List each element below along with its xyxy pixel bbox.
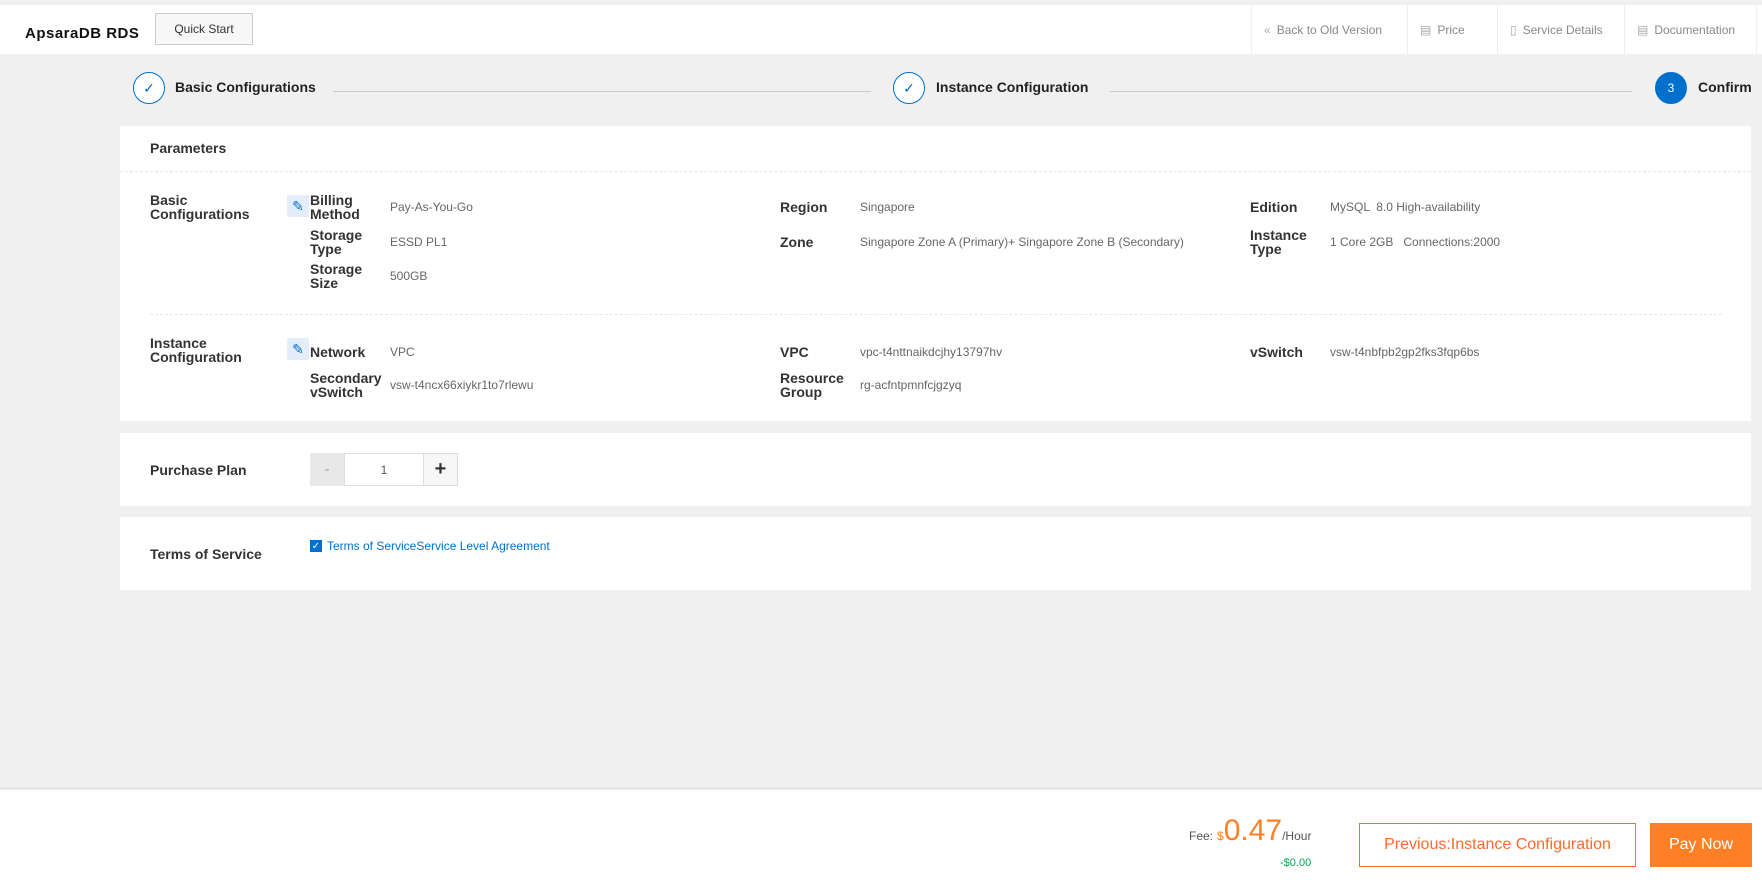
divider	[150, 314, 1722, 315]
app-logo: ApsaraDB RDS	[25, 25, 140, 42]
billing-method-label: Billing Method	[310, 192, 360, 222]
purchase-plan-card: Purchase Plan - 1 +	[120, 433, 1751, 506]
basic-config-title: Basic Configurations	[150, 192, 250, 222]
nav-label: Documentation	[1654, 22, 1736, 37]
vswitch-label: vSwitch	[1250, 344, 1303, 360]
check-icon: ✓	[893, 72, 925, 104]
step-connector	[1110, 91, 1632, 92]
nav-label: Price	[1437, 22, 1465, 37]
pay-now-button[interactable]: Pay Now	[1650, 823, 1752, 867]
decrement-button[interactable]: -	[310, 453, 344, 486]
resource-group-label: Resource Group	[780, 370, 844, 400]
storage-type-label: Storage Type	[310, 227, 363, 257]
region-value: Singapore	[860, 200, 915, 214]
region-label: Region	[780, 199, 828, 215]
edition-value: MySQL 8.0 High-availability	[1330, 200, 1481, 214]
increment-button[interactable]: +	[424, 453, 458, 486]
network-value: VPC	[390, 345, 415, 359]
documentation-link[interactable]: ▤ Documentation	[1624, 5, 1757, 54]
vswitch-value: vsw-t4nbfpb2gp2fks3fqp6bs	[1330, 345, 1480, 359]
vpc-label: VPC	[780, 344, 809, 360]
top-header: ApsaraDB RDS Quick Start « Back to Old Ve…	[0, 5, 1762, 54]
parameters-title: Parameters	[150, 140, 227, 156]
quantity-input[interactable]: 1	[344, 453, 424, 486]
secondary-vswitch-label: Secondary vSwitch	[310, 370, 382, 400]
step-basic-configurations: Basic Configurations	[175, 79, 316, 95]
zone-value: Singapore Zone A (Primary)+ Singapore Zo…	[860, 235, 1184, 249]
price-link[interactable]: ▤ Price	[1407, 5, 1497, 54]
price-list-icon: ▤	[1420, 22, 1432, 37]
nav-label: Service Details	[1522, 22, 1603, 37]
double-chevron-left-icon: «	[1264, 22, 1271, 37]
step-connector	[333, 91, 871, 92]
fee-display: Fee: $ 0.47 /Hour	[1189, 814, 1311, 848]
edition-label: Edition	[1250, 199, 1298, 215]
storage-size-label: Storage Size	[310, 261, 363, 291]
footer-bar: Fee: $ 0.47 /Hour -$0.00 Previous:Instan…	[0, 787, 1762, 885]
storage-type-value: ESSD PL1	[390, 235, 448, 249]
storage-size-value: 500GB	[390, 269, 428, 283]
bookmark-icon: ▯	[1510, 22, 1517, 37]
fee-unit: /Hour	[1282, 829, 1312, 843]
check-icon: ✓	[133, 72, 165, 104]
instance-type-label: Instance Type	[1250, 227, 1307, 257]
zone-label: Zone	[780, 234, 814, 250]
edit-icon[interactable]: ✎	[287, 338, 309, 360]
service-details-link[interactable]: ▯ Service Details	[1497, 5, 1624, 54]
instance-config-title: Instance Configuration	[150, 335, 242, 365]
parameters-card: Parameters Basic Configurations ✎ Billin…	[120, 126, 1751, 421]
nav-label: Back to Old Version	[1276, 22, 1383, 37]
currency: $	[1217, 829, 1224, 843]
previous-step-button[interactable]: Previous:Instance Configuration	[1359, 823, 1636, 867]
billing-method-value: Pay-As-You-Go	[390, 200, 473, 214]
quick-start-button[interactable]: Quick Start	[155, 13, 253, 45]
step-number: 3	[1655, 72, 1687, 104]
quantity-stepper[interactable]: - 1 +	[310, 453, 458, 486]
terms-checkbox[interactable]: ✓	[310, 540, 322, 552]
purchase-plan-title: Purchase Plan	[150, 462, 247, 478]
divider	[120, 171, 1751, 172]
step-instance-configuration: Instance Configuration	[936, 79, 1089, 95]
terms-card: Terms of Service ✓ Terms of ServiceServi…	[120, 517, 1751, 590]
terms-link[interactable]: Terms of ServiceService Level Agreement	[327, 539, 550, 553]
step-confirm: Confirm	[1698, 79, 1752, 95]
fee-price: 0.47	[1223, 814, 1283, 847]
vpc-value: vpc-t4nttnaikdcjhy13797hv	[860, 345, 1003, 359]
terms-title: Terms of Service	[150, 546, 262, 562]
back-to-old-version-link[interactable]: « Back to Old Version	[1251, 5, 1407, 54]
network-label: Network	[310, 344, 366, 360]
edit-icon[interactable]: ✎	[287, 195, 309, 217]
document-icon: ▤	[1637, 22, 1649, 37]
secondary-vswitch-value: vsw-t4ncx66xiykr1to7rlewu	[390, 378, 534, 392]
fee-discount: -$0.00	[1280, 857, 1312, 869]
instance-type-value: 1 Core 2GB Connections:2000	[1330, 235, 1501, 249]
fee-label: Fee:	[1189, 829, 1214, 843]
resource-group-value: rg-acfntpmnfcjgzyq	[860, 378, 962, 392]
